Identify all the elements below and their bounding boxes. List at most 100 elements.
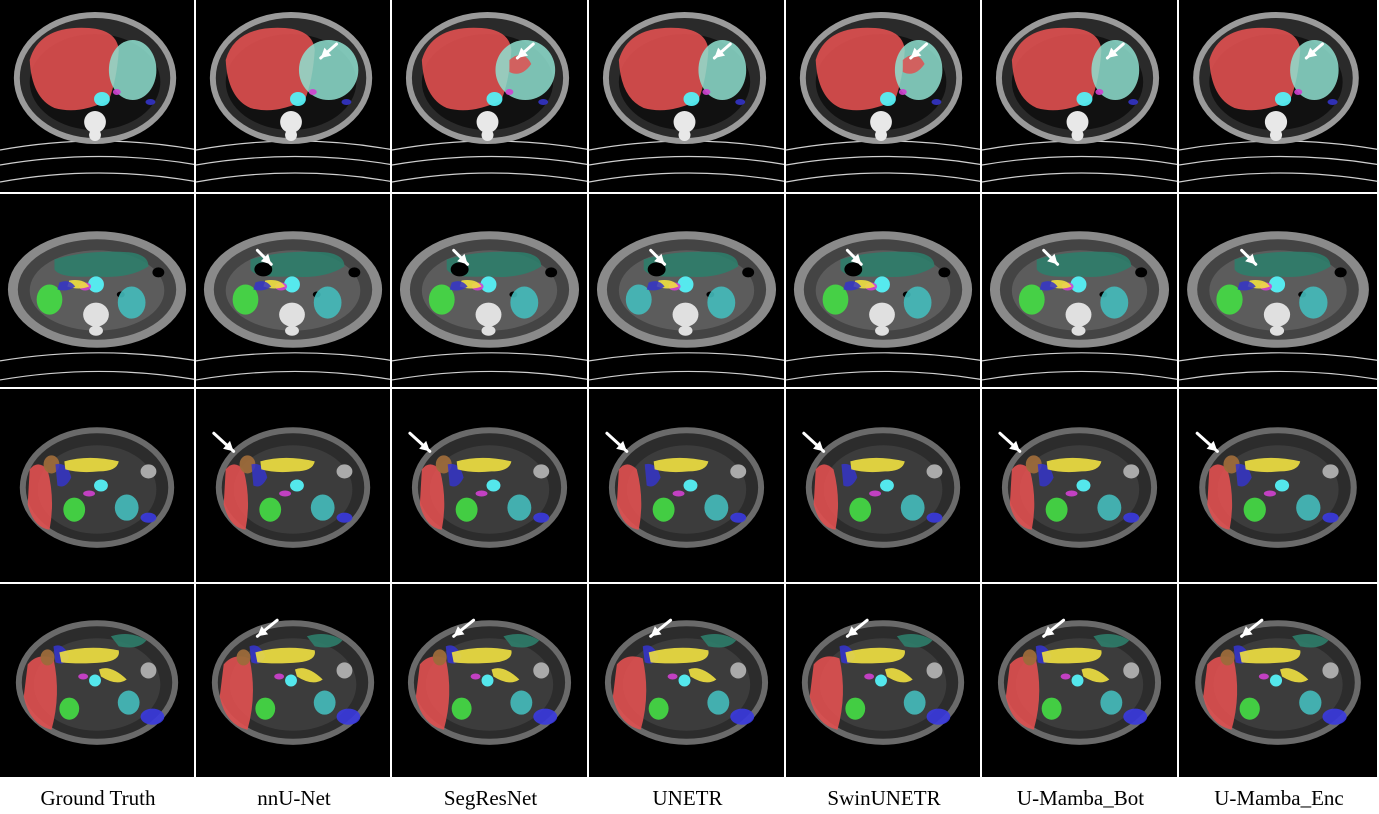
- bowel: [336, 662, 353, 679]
- ivc-segment: [864, 673, 875, 680]
- kidney-left-segment: [1296, 494, 1321, 521]
- vertebra-process: [481, 129, 494, 141]
- kidney-right-segment: [822, 284, 849, 315]
- ivc-segment: [505, 89, 514, 95]
- image-cell-r3-c3: [589, 584, 784, 777]
- aorta-segment: [678, 674, 691, 687]
- kidney-right-segment: [63, 497, 86, 522]
- stomach-segment: [1036, 251, 1132, 277]
- image-cell-r2-c6: [1179, 389, 1377, 582]
- pancreas-segment: [1244, 457, 1301, 473]
- bowel: [1123, 464, 1140, 479]
- liver-segment: [612, 656, 647, 730]
- aorta-segment: [89, 674, 101, 687]
- duodenum-segment: [538, 99, 549, 105]
- image-cell-r1-c0: [0, 194, 194, 387]
- kidney-right-segment: [36, 284, 63, 315]
- kidney-left-segment: [707, 286, 736, 319]
- scan-image: [407, 618, 572, 745]
- aorta-segment: [88, 276, 104, 293]
- aorta-segment: [1076, 92, 1093, 106]
- column-label-ground-truth: Ground Truth: [40, 786, 156, 810]
- aorta-segment: [1076, 479, 1091, 492]
- aorta-segment: [1071, 674, 1084, 687]
- gallbladder-segment: [1022, 649, 1037, 666]
- pancreas-segment: [845, 647, 905, 664]
- pancreas-segment: [1046, 457, 1102, 473]
- bowel: [1322, 464, 1339, 479]
- arrow-icon: [649, 248, 667, 266]
- stomach-segment: [54, 251, 149, 277]
- ivc-segment: [112, 89, 121, 95]
- vertebra: [672, 302, 699, 327]
- pancreas-segment: [456, 457, 512, 473]
- scan-image: [0, 12, 194, 183]
- stomach-segment: [446, 251, 542, 277]
- kidney-right-segment: [1216, 284, 1243, 315]
- liver-segment-error: [902, 54, 925, 74]
- aorta-segment: [285, 674, 297, 687]
- kidney-left-segment: [510, 286, 539, 319]
- kidney-right-segment: [259, 497, 282, 522]
- arrow-icon: [845, 248, 863, 266]
- column-label-umamba-bot: U-Mamba_Bot: [1016, 786, 1145, 810]
- stomach-gap: [844, 262, 863, 277]
- liver-segment: [1207, 464, 1233, 530]
- bowel: [730, 662, 747, 679]
- gallbladder-segment: [236, 649, 251, 666]
- vertebra: [1264, 111, 1288, 133]
- stomach-gap: [647, 262, 666, 277]
- aorta-segment: [290, 479, 304, 492]
- kidney-left-segment: [117, 286, 146, 319]
- bowel: [1123, 662, 1140, 679]
- vertebra: [83, 302, 109, 327]
- vertebra: [869, 302, 895, 327]
- duodenum-segment: [843, 281, 862, 291]
- kidney-left-segment: [1100, 690, 1123, 715]
- scan-image: [1195, 427, 1357, 548]
- stomach-segment: [503, 634, 540, 648]
- liver-segment: [419, 464, 445, 530]
- bowel-gas: [152, 267, 165, 278]
- column-label-swinunetr: SwinUNETR: [827, 786, 941, 810]
- arrow-icon: [1240, 248, 1258, 266]
- kidney-right-segment: [451, 697, 472, 720]
- ivc-segment: [78, 673, 89, 680]
- scan-image: [392, 12, 587, 183]
- vertebra: [673, 111, 696, 133]
- vertebra-process: [1269, 325, 1285, 336]
- kidney-left-segment: [704, 494, 729, 521]
- gallbladder-segment: [432, 649, 447, 666]
- gallbladder-segment: [435, 455, 452, 474]
- spleen-segment: [1123, 708, 1148, 725]
- aorta-segment: [94, 92, 110, 106]
- spleen-segment: [108, 40, 157, 100]
- image-cell-r2-c2: [392, 389, 587, 582]
- image-cell-r3-c6: [1179, 584, 1377, 777]
- liver-segment: [27, 464, 53, 530]
- image-cell-r1-c1: [196, 194, 390, 387]
- aorta-segment: [880, 92, 896, 106]
- vertebra-process: [875, 129, 887, 141]
- spleen-segment: [298, 40, 359, 100]
- vertebra-process: [678, 325, 693, 336]
- liver-segment: [23, 656, 57, 730]
- scan-image: [802, 427, 961, 548]
- duodenum-segment: [1128, 99, 1139, 105]
- aorta-segment: [677, 276, 694, 293]
- liver-segment: [813, 464, 839, 530]
- scan-image: [997, 618, 1162, 745]
- bowel: [926, 464, 943, 479]
- image-cell-r1-c2: [392, 194, 587, 387]
- scan-image: [15, 620, 179, 745]
- bowel-gas: [1135, 267, 1148, 278]
- ivc-segment: [1263, 490, 1276, 497]
- vertebra-process: [1071, 129, 1084, 141]
- pancreas-segment: [850, 457, 905, 473]
- pancreas-segment: [1041, 647, 1102, 664]
- spleen-segment: [1290, 40, 1339, 100]
- stomach-segment: [306, 634, 343, 648]
- aorta-segment: [486, 92, 503, 106]
- scan-image: [196, 231, 390, 381]
- bowel-gas: [742, 267, 755, 278]
